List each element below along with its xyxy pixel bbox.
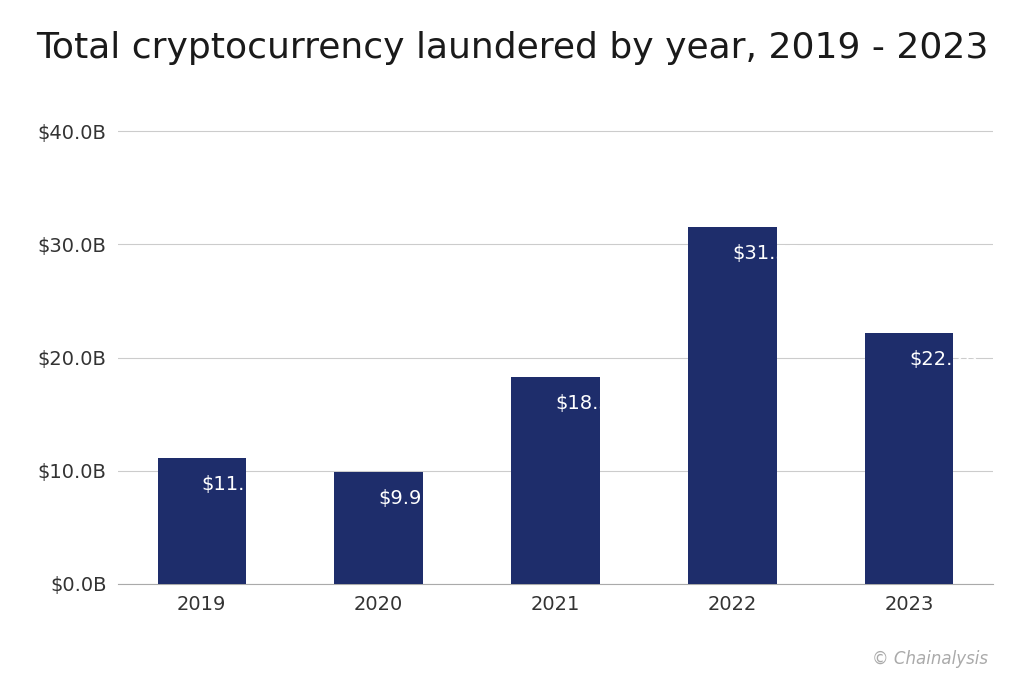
- Bar: [158, 458, 246, 584]
- Bar: [335, 472, 423, 584]
- Bar: [688, 227, 776, 584]
- Text: $9.9B: $9.9B: [379, 489, 435, 508]
- Text: $31.5B: $31.5B: [732, 244, 802, 263]
- Text: $22.2B: $22.2B: [909, 350, 978, 369]
- Bar: [511, 377, 600, 584]
- Text: Total cryptocurrency laundered by year, 2019 - 2023: Total cryptocurrency laundered by year, …: [36, 31, 988, 65]
- Bar: [865, 333, 953, 584]
- Text: $11.1B: $11.1B: [202, 475, 271, 494]
- Text: $18.3B: $18.3B: [556, 394, 625, 413]
- Text: © Chainalysis: © Chainalysis: [872, 650, 988, 668]
